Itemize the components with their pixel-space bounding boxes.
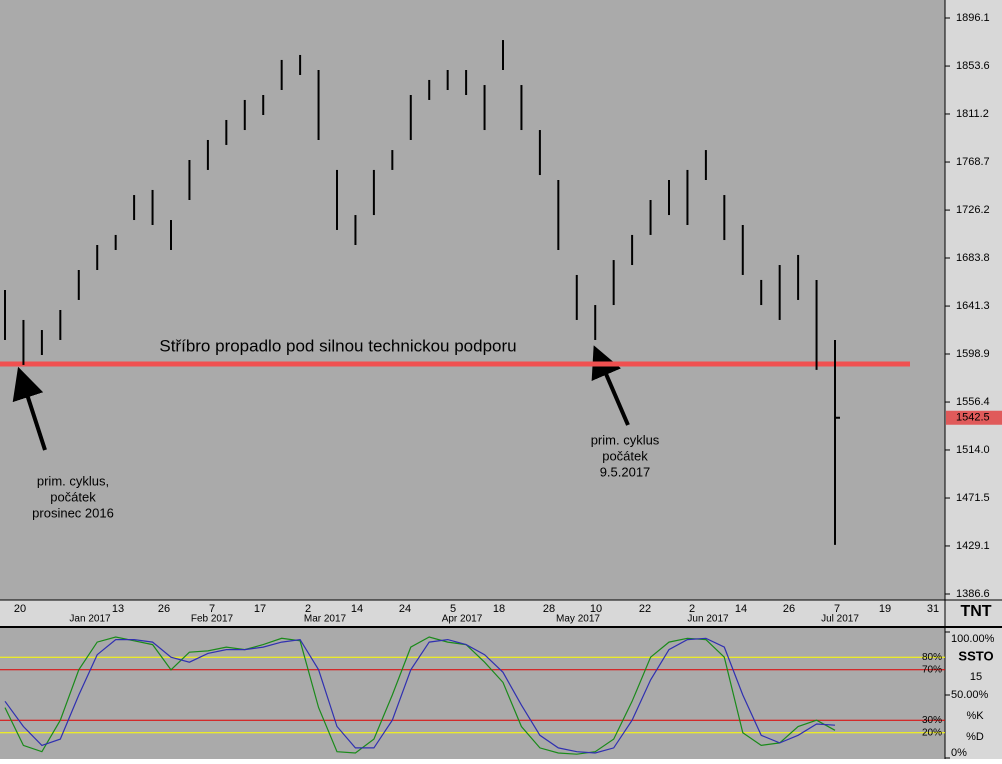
annotation: prim. cyklus, bbox=[37, 473, 109, 488]
last-price-box bbox=[946, 410, 1002, 425]
level-label: 80% bbox=[922, 652, 942, 663]
indicator-period: 15 bbox=[970, 671, 982, 683]
x-tick-label: 18 bbox=[493, 603, 505, 615]
y-tick-label: 50.00% bbox=[951, 689, 989, 701]
x-tick-label: 7 bbox=[834, 603, 840, 615]
price-panel bbox=[0, 0, 945, 600]
last-price-label: 1542.5 bbox=[956, 412, 990, 424]
y-tick-label: 1896.1 bbox=[956, 12, 990, 24]
x-tick-label: 5 bbox=[450, 603, 456, 615]
x-tick-label: 31 bbox=[927, 603, 939, 615]
x-tick-label: 10 bbox=[590, 603, 602, 615]
y-tick-label: 0% bbox=[951, 747, 967, 759]
logo: TNT bbox=[960, 603, 991, 620]
y-tick-label: 1683.8 bbox=[956, 252, 990, 264]
y-tick-label: 1386.6 bbox=[956, 588, 990, 600]
x-tick-label: 20 bbox=[14, 603, 26, 615]
y-tick-label: 1471.5 bbox=[956, 492, 990, 504]
x-tick-label: 22 bbox=[639, 603, 651, 615]
x-tick-label: 13 bbox=[112, 603, 124, 615]
oscillator-panel bbox=[0, 628, 945, 759]
x-tick-label: 14 bbox=[735, 603, 747, 615]
annotation: prosinec 2016 bbox=[32, 505, 114, 520]
month-label: Jul 2017 bbox=[821, 614, 859, 625]
x-tick-label: 24 bbox=[399, 603, 411, 615]
level-label: 30% bbox=[922, 715, 942, 726]
month-label: Feb 2017 bbox=[191, 614, 234, 625]
annotation: počátek bbox=[50, 489, 96, 504]
x-tick-label: 2 bbox=[305, 603, 311, 615]
month-label: Mar 2017 bbox=[304, 614, 347, 625]
annotation: 9.5.2017 bbox=[600, 464, 651, 479]
x-tick-label: 26 bbox=[158, 603, 170, 615]
y-tick-label: 1429.1 bbox=[956, 540, 990, 552]
legend-label: %K bbox=[966, 710, 984, 722]
y-tick-label: 1768.7 bbox=[956, 156, 990, 168]
arrow bbox=[591, 345, 630, 426]
x-tick-label: 28 bbox=[543, 603, 555, 615]
oscillator-line bbox=[4, 637, 836, 754]
annotation: prim. cyklus bbox=[591, 432, 660, 447]
y-tick-label: 1811.2 bbox=[956, 108, 989, 120]
y-tick-label: 1556.4 bbox=[956, 396, 990, 408]
y-tick-label: 1726.2 bbox=[956, 204, 990, 216]
y-tick-label: 1853.6 bbox=[956, 60, 990, 72]
month-label: Jan 2017 bbox=[69, 614, 111, 625]
month-label: Jun 2017 bbox=[687, 614, 729, 625]
legend-label: %D bbox=[966, 731, 984, 743]
y-tick-label: 1598.9 bbox=[956, 348, 990, 360]
x-tick-label: 17 bbox=[254, 603, 266, 615]
headline: Stříbro propadlo pod silnou technickou p… bbox=[159, 336, 516, 355]
annotation: počátek bbox=[602, 448, 648, 463]
y-tick-label: 1641.3 bbox=[956, 300, 990, 312]
level-label: 70% bbox=[922, 664, 942, 675]
x-tick-label: 14 bbox=[351, 603, 363, 615]
x-tick-label: 2 bbox=[689, 603, 695, 615]
level-label: 20% bbox=[922, 727, 942, 738]
arrow bbox=[12, 366, 47, 451]
x-tick-label: 7 bbox=[209, 603, 215, 615]
x-tick-label: 19 bbox=[879, 603, 891, 615]
y-tick-label: 1514.0 bbox=[956, 444, 990, 456]
month-label: May 2017 bbox=[556, 614, 600, 625]
month-label: Apr 2017 bbox=[442, 614, 483, 625]
x-tick-label: 26 bbox=[783, 603, 795, 615]
indicator-title: SSTO bbox=[958, 648, 993, 663]
y-tick-label: 100.00% bbox=[951, 633, 995, 645]
